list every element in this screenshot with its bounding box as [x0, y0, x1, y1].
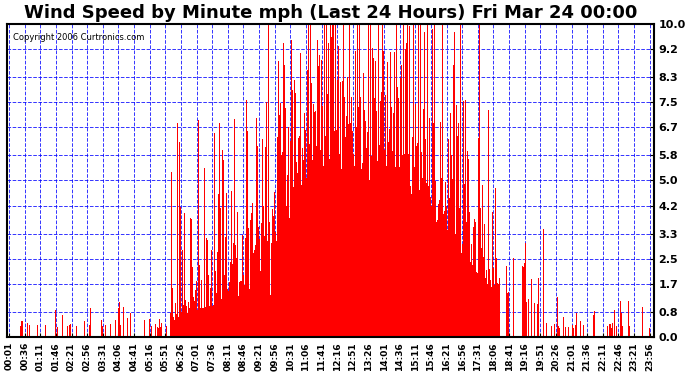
Text: Copyright 2006 Curtronics.com: Copyright 2006 Curtronics.com	[13, 33, 145, 42]
Title: Wind Speed by Minute mph (Last 24 Hours) Fri Mar 24 00:00: Wind Speed by Minute mph (Last 24 Hours)…	[23, 4, 637, 22]
